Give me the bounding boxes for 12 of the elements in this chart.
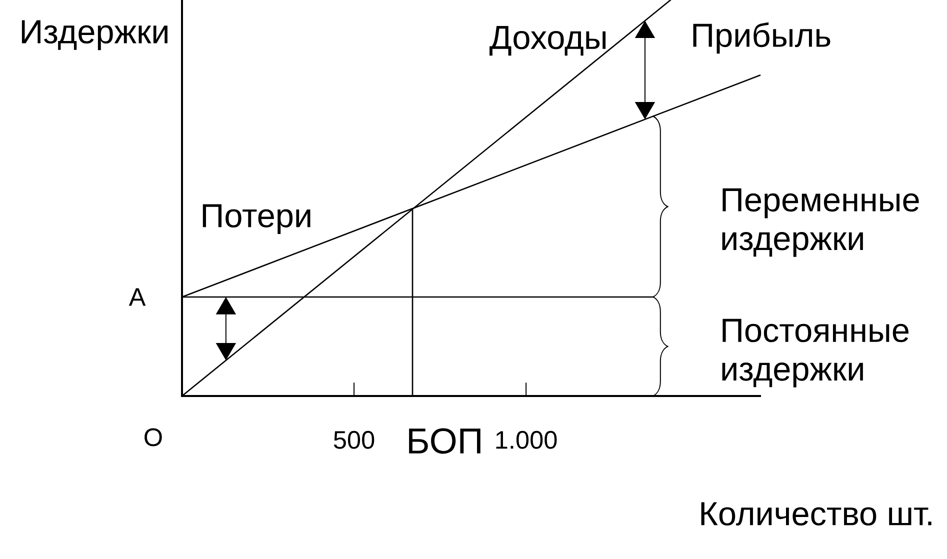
text: БОП [409,428,480,454]
annotation: Постоянные издержки [722,318,908,388]
text: O [144,428,162,446]
y-axis-title: Издержки [22,20,168,50]
annotation: Переменные издержки [722,188,919,257]
annotation: Прибыль [693,22,830,54]
annotation: Потери [202,204,310,234]
text: A [128,288,146,306]
legend-label: Доходы [490,26,606,56]
x-axis-title: Количество шт. [701,502,932,526]
x-tick-label: 500 [334,430,374,449]
x-tick-label: 1.000 [496,430,557,449]
